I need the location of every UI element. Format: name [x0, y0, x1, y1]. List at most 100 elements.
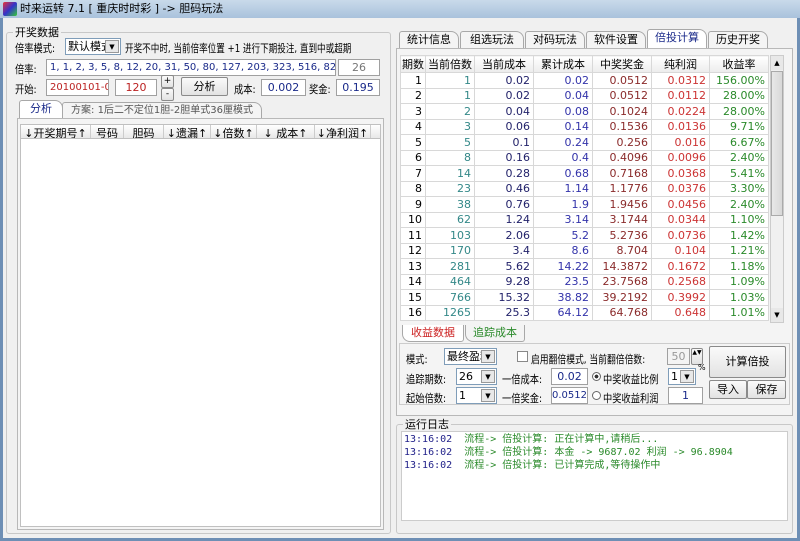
- table-cell: 0.02: [474, 87, 534, 104]
- start-period-input[interactable]: 20100101-001: [46, 79, 109, 96]
- tab-label: 追踪成本: [473, 326, 517, 339]
- table-cell: 3.30%: [709, 180, 769, 197]
- table-cell: 8.704: [592, 242, 652, 259]
- draw-data-group: 开奖数据: [6, 24, 391, 534]
- table-cell: 5: [425, 134, 475, 151]
- calc-mode-label: 模式:: [406, 353, 428, 366]
- column-header[interactable]: 中奖奖金: [592, 55, 652, 73]
- table-row[interactable]: 13 281 5.62 14.22 14.3872 0.1672 1.18%: [400, 258, 769, 275]
- tab-3[interactable]: 软件设置: [586, 31, 646, 48]
- unit-cost-label: 一倍成本:: [502, 373, 543, 386]
- subtab-profit-data[interactable]: 收益数据: [402, 325, 464, 342]
- tab-analyze[interactable]: 分析: [19, 100, 63, 119]
- draw-list[interactable]: ↓开奖期号↑ 号码 胆码 ↓遗漏↑ ↓倍数↑ ↓ 成本↑ ↓净利润↑: [20, 124, 381, 527]
- increment-button[interactable]: +: [161, 75, 174, 88]
- periods-input[interactable]: 120: [115, 79, 157, 96]
- table-row[interactable]: 5 5 0.1 0.24 0.256 0.016 6.67%: [400, 134, 769, 151]
- prize-input[interactable]: 0.195: [336, 79, 380, 96]
- start-multiple-label: 起始倍数:: [406, 392, 447, 405]
- tab-0[interactable]: 统计信息: [399, 31, 459, 48]
- table-cell: 0.0736: [651, 227, 710, 244]
- table-cell: 0.28: [474, 165, 534, 182]
- table-cell: 23: [425, 180, 475, 197]
- table-row[interactable]: 9 38 0.76 1.9 1.9456 0.0456 2.40%: [400, 196, 769, 213]
- unit-prize-input[interactable]: 0.0512: [551, 387, 588, 404]
- col-profit[interactable]: ↓净利润↑: [315, 125, 371, 138]
- tab-5[interactable]: 历史开奖: [708, 31, 768, 48]
- decrement-button[interactable]: -: [161, 88, 174, 101]
- scroll-down-icon[interactable]: ▼: [771, 308, 783, 322]
- table-cell: 1: [425, 87, 475, 104]
- table-cell: 0.0312: [651, 72, 710, 89]
- table-scrollbar[interactable]: ▲ ▼: [770, 55, 784, 323]
- table-row[interactable]: 11 103 2.06 5.2 5.2736 0.0736 1.42%: [400, 227, 769, 244]
- ratio-radio[interactable]: [592, 372, 601, 381]
- table-row[interactable]: 6 8 0.16 0.4 0.4096 0.0096 2.40%: [400, 149, 769, 166]
- rate-count[interactable]: 26: [338, 59, 380, 76]
- analyze-button[interactable]: 分析: [181, 77, 228, 96]
- ratio-label: 中奖收益比例: [603, 373, 659, 386]
- profit-radio[interactable]: [592, 391, 601, 400]
- col-period[interactable]: ↓开奖期号↑: [21, 125, 91, 138]
- unit-cost-input[interactable]: 0.02: [551, 368, 588, 385]
- table-row[interactable]: 16 1265 25.3 64.12 64.768 0.648 1.01%: [400, 304, 769, 321]
- double-value-input[interactable]: 50: [667, 348, 690, 365]
- tab-1[interactable]: 组选玩法: [460, 31, 524, 48]
- column-header[interactable]: 累计成本: [533, 55, 593, 73]
- column-header[interactable]: 期数: [400, 55, 426, 73]
- table-row[interactable]: 2 1 0.02 0.04 0.0512 0.0112 28.00%: [400, 87, 769, 104]
- col-miss[interactable]: ↓遗漏↑: [164, 125, 211, 138]
- tab-2[interactable]: 对码玩法: [525, 31, 585, 48]
- table-cell: 0.0368: [651, 165, 710, 182]
- col-dan[interactable]: 胆码: [124, 125, 164, 138]
- tab-plan[interactable]: 方案: 1后二不定位1胆-2胆单式36厘模式: [62, 102, 262, 119]
- table-cell: 1.10%: [709, 211, 769, 228]
- column-header[interactable]: 纯利润: [651, 55, 710, 73]
- calculate-button[interactable]: 计算倍投: [709, 346, 786, 378]
- cost-input[interactable]: 0.002: [261, 79, 306, 96]
- table-row[interactable]: 12 170 3.4 8.6 8.704 0.104 1.21%: [400, 242, 769, 259]
- table-cell: 4: [400, 118, 426, 135]
- window-title: 时来运转 7.1 [ 重庆时时彩 ] -> 胆码玩法: [20, 2, 224, 15]
- calc-mode-value: 最终盈利: [447, 350, 491, 363]
- column-header[interactable]: 收益率: [709, 55, 769, 73]
- save-button[interactable]: 保存: [747, 380, 786, 399]
- subtab-track-cost[interactable]: 追踪成本: [465, 325, 525, 342]
- tab-label: 分析: [30, 102, 52, 115]
- calc-mode-select[interactable]: 最终盈利 ▼: [444, 348, 497, 365]
- table-row[interactable]: 10 62 1.24 3.14 3.1744 0.0344 1.10%: [400, 211, 769, 228]
- col-cost[interactable]: ↓ 成本↑: [257, 125, 315, 138]
- table-row[interactable]: 15 766 15.32 38.82 39.2192 0.3992 1.03%: [400, 289, 769, 306]
- log-box[interactable]: 13:16:02 流程-> 倍投计算: 正在计算中,请稍后... 13:16:02…: [401, 431, 788, 521]
- col-number[interactable]: 号码: [91, 125, 124, 138]
- table-cell: 0.76: [474, 196, 534, 213]
- table-row[interactable]: 4 3 0.06 0.14 0.1536 0.0136 9.71%: [400, 118, 769, 135]
- tab-label: 软件设置: [594, 33, 638, 46]
- table-row[interactable]: 7 14 0.28 0.68 0.7168 0.0368 5.41%: [400, 165, 769, 182]
- start-multiple-select[interactable]: 1 ▼: [456, 387, 497, 404]
- prize-label: 奖金:: [309, 83, 331, 96]
- table-row[interactable]: 1 1 0.02 0.02 0.0512 0.0312 156.00%: [400, 72, 769, 89]
- mode-select[interactable]: 默认模式 ▼: [65, 38, 121, 55]
- profit-input[interactable]: 1: [668, 387, 703, 404]
- table-row[interactable]: 3 2 0.04 0.08 0.1024 0.0224 28.00%: [400, 103, 769, 120]
- track-select[interactable]: 26 ▼: [456, 368, 497, 385]
- title-bar: 时来运转 7.1 [ 重庆时时彩 ] -> 胆码玩法: [0, 0, 800, 18]
- table-row[interactable]: 14 464 9.28 23.5 23.7568 0.2568 1.09%: [400, 273, 769, 290]
- column-header[interactable]: 当前倍数: [425, 55, 475, 73]
- table-cell: 64.12: [533, 304, 593, 321]
- scroll-up-icon[interactable]: ▲: [771, 56, 783, 70]
- double-spinner[interactable]: ▲▼: [691, 348, 703, 365]
- table-cell: 766: [425, 289, 475, 306]
- rate-input[interactable]: 1, 1, 2, 3, 5, 8, 12, 20, 31, 50, 80, 12…: [46, 59, 336, 76]
- double-mode-checkbox[interactable]: [517, 351, 528, 362]
- scroll-thumb[interactable]: [771, 71, 783, 216]
- column-header[interactable]: 当前成本: [474, 55, 534, 73]
- tab-4[interactable]: 倍投计算: [647, 29, 707, 48]
- table-cell: 0.04: [533, 87, 593, 104]
- table-row[interactable]: 8 23 0.46 1.14 1.1776 0.0376 3.30%: [400, 180, 769, 197]
- col-multiple[interactable]: ↓倍数↑: [211, 125, 257, 138]
- import-button[interactable]: 导入: [709, 380, 747, 399]
- table-cell: 23.7568: [592, 273, 652, 290]
- ratio-select[interactable]: 1 ▼: [668, 368, 696, 385]
